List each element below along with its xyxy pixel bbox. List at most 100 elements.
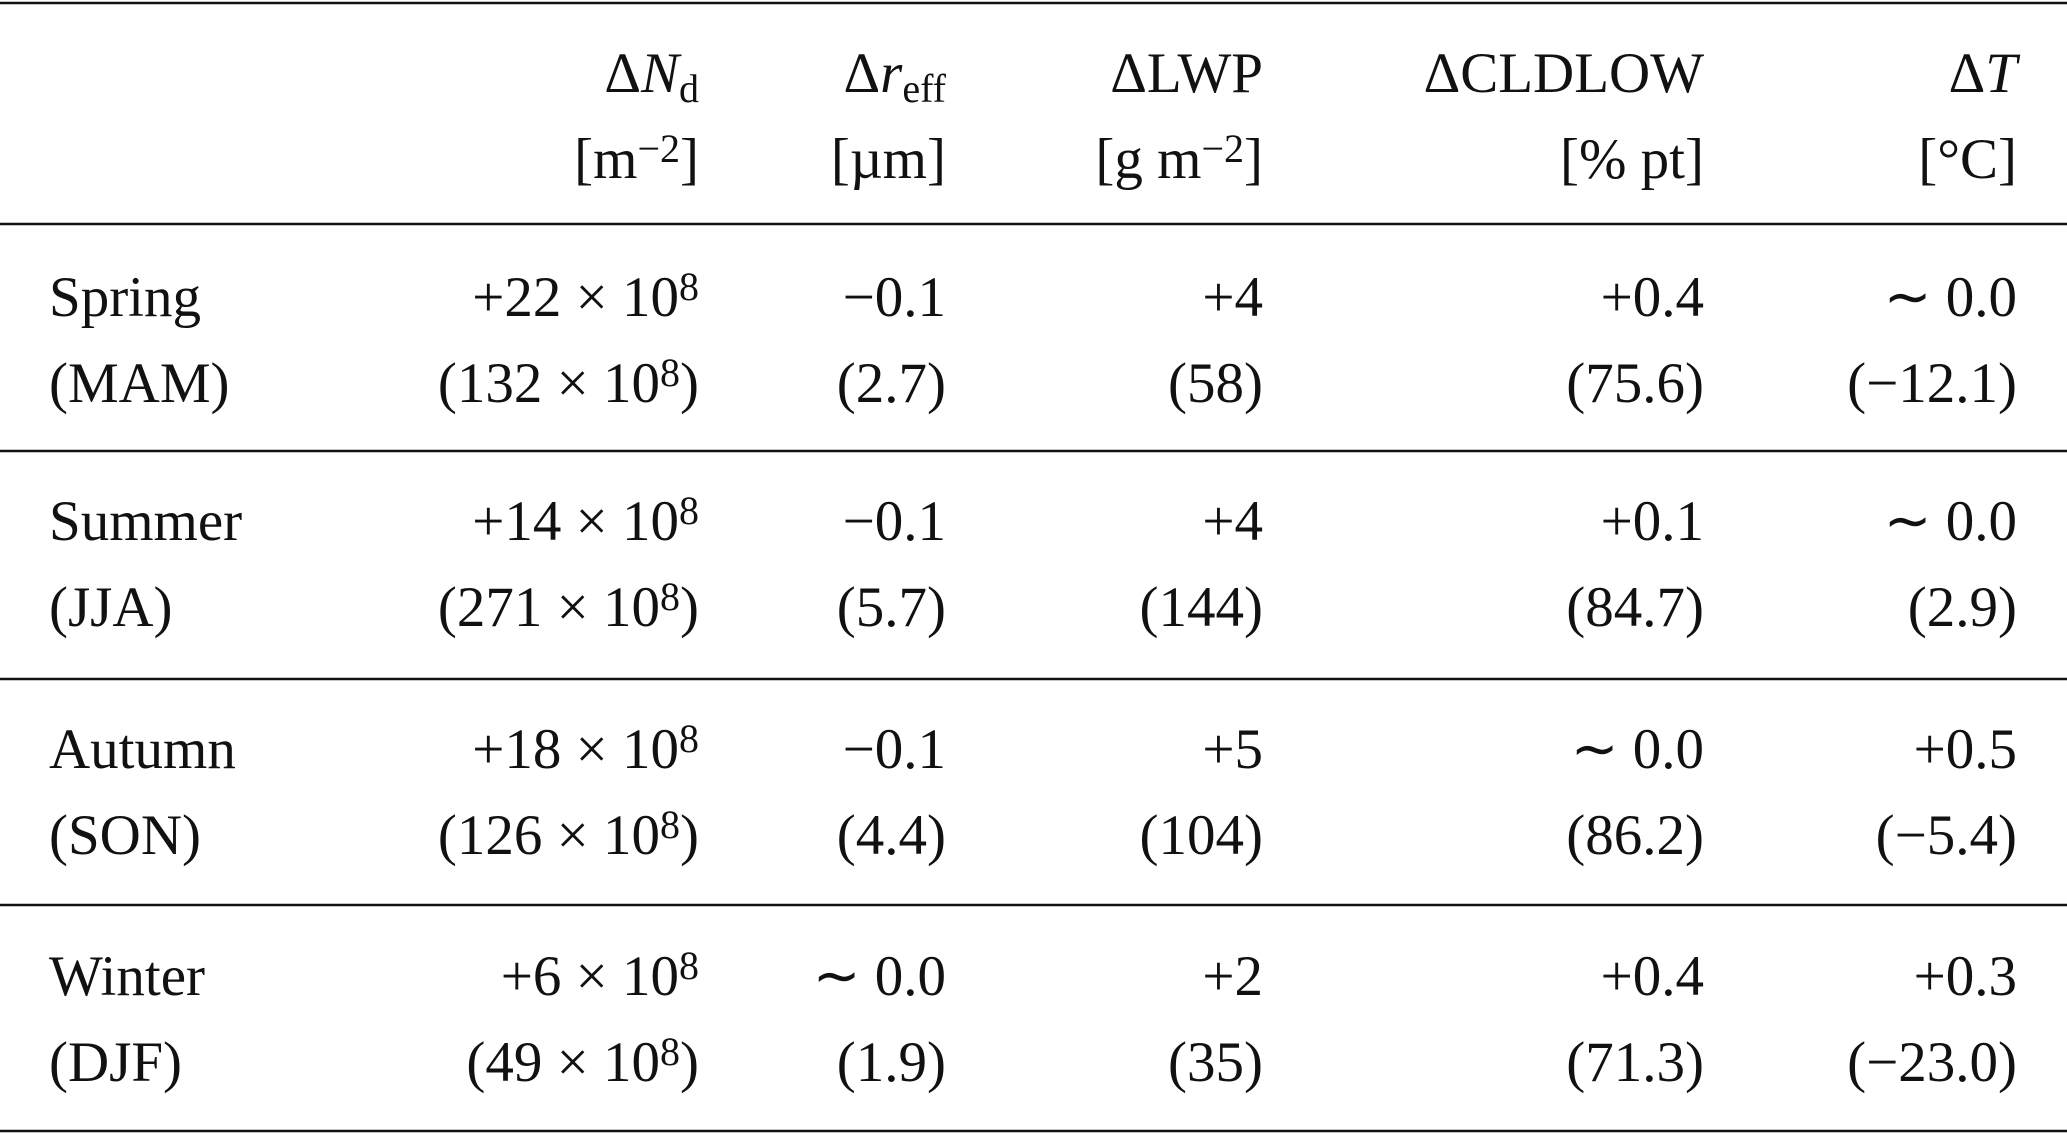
cell: (144) [1140, 576, 1263, 639]
cell: (86.2) [1566, 804, 1704, 867]
row-label: Spring [49, 266, 201, 329]
cell: (84.7) [1566, 576, 1704, 639]
text-part: (84.7) [1566, 576, 1704, 639]
column-header: [g m−2] [1095, 126, 1263, 191]
text-part: +0.1 [1601, 490, 1704, 553]
cell: +4 [1202, 490, 1263, 553]
cell: (104) [1140, 804, 1263, 867]
row-label: (JJA) [49, 576, 173, 639]
cell: (35) [1168, 1031, 1263, 1094]
column-header: ΔLWP [1110, 42, 1263, 105]
text-part: (271 × 10 [438, 576, 660, 639]
text-part: (35) [1168, 1031, 1263, 1094]
text-part: (71.3) [1566, 1031, 1704, 1094]
column-header: ΔCLDLOW [1424, 42, 1705, 105]
cell: +18 × 108 [472, 716, 699, 781]
cell: (132 × 108) [438, 350, 699, 415]
text-part: 8 [679, 943, 699, 988]
text-part: (49 × 10 [466, 1031, 660, 1094]
cell: (−5.4) [1876, 804, 2017, 867]
cell: −0.1 [843, 266, 946, 329]
text-part: −0.1 [843, 718, 946, 781]
text-part: 8 [660, 802, 680, 847]
text-part: (−23.0) [1847, 1031, 2017, 1094]
column-header: Δreff [843, 42, 946, 111]
text-part: r [880, 42, 903, 105]
text-part: (144) [1140, 576, 1263, 639]
text-part: 8 [660, 350, 680, 395]
cell: ∼ 0.0 [1571, 718, 1704, 781]
cell: +5 [1202, 718, 1263, 781]
column-header: [% pt] [1560, 128, 1704, 191]
cell: (−23.0) [1847, 1031, 2017, 1094]
text-part: (4.4) [837, 804, 946, 867]
cell: (−12.1) [1847, 352, 2017, 415]
text-part: +6 × 10 [501, 945, 679, 1008]
cell: ∼ 0.0 [813, 945, 946, 1008]
text-part: −2 [637, 126, 680, 171]
column-header: [°C] [1918, 128, 2017, 191]
text-part: +0.5 [1914, 718, 2017, 781]
column-header: [m−2] [574, 126, 699, 191]
text-part: (132 × 10 [438, 352, 660, 415]
cell: +0.3 [1914, 945, 2017, 1008]
text-part: [°C] [1918, 128, 2017, 191]
text-part: ) [680, 352, 699, 415]
text-part: (2.9) [1908, 576, 2017, 639]
row-label: Summer [49, 490, 242, 553]
cell: ∼ 0.0 [1884, 490, 2017, 553]
row-label: (DJF) [49, 1031, 182, 1094]
text-part: +5 [1202, 718, 1263, 781]
text-part: +0.4 [1601, 945, 1704, 1008]
text-part: (126 × 10 [438, 804, 660, 867]
text-part: d [679, 66, 699, 111]
text-part: (5.7) [837, 576, 946, 639]
row-label: Winter [49, 945, 205, 1008]
cell: (49 × 108) [466, 1029, 699, 1094]
cell: (71.3) [1566, 1031, 1704, 1094]
text-part: (−5.4) [1876, 804, 2017, 867]
row-label: Autumn [49, 718, 236, 781]
cell: (4.4) [837, 804, 946, 867]
text-part: N [640, 42, 682, 105]
cell: +0.1 [1601, 490, 1704, 553]
text-part: (86.2) [1566, 804, 1704, 867]
text-part: (−12.1) [1847, 352, 2017, 415]
cell: (271 × 108) [438, 574, 699, 639]
text-part: 8 [660, 1029, 680, 1074]
text-part: eff [902, 66, 946, 111]
cell: ∼ 0.0 [1884, 266, 2017, 329]
text-part: [µm] [831, 128, 946, 191]
text-part: ) [680, 804, 699, 867]
text-part: [m [574, 128, 637, 191]
text-part: ∼ 0.0 [1571, 718, 1704, 781]
text-part: +0.4 [1601, 266, 1704, 329]
text-part: +18 × 10 [472, 718, 679, 781]
text-part: +14 × 10 [472, 490, 679, 553]
text-part: (2.7) [837, 352, 946, 415]
text-part: Δ [843, 42, 880, 105]
text-part: −0.1 [843, 490, 946, 553]
cell: −0.1 [843, 718, 946, 781]
text-part: +4 [1202, 490, 1263, 553]
text-part: −2 [1201, 126, 1244, 171]
cell: +0.4 [1601, 266, 1704, 329]
text-part: ] [680, 128, 699, 191]
text-part: −0.1 [843, 266, 946, 329]
column-header: ΔNd [604, 42, 699, 111]
cell: (75.6) [1566, 352, 1704, 415]
text-part: +22 × 10 [472, 266, 679, 329]
cell: −0.1 [843, 490, 946, 553]
text-part: T [1985, 42, 2021, 105]
cell: (2.9) [1908, 576, 2017, 639]
text-part: [g m [1095, 128, 1201, 191]
text-part: ΔCLDLOW [1424, 42, 1705, 105]
text-part: 8 [679, 716, 699, 761]
cell: (1.9) [837, 1031, 946, 1094]
text-part: +2 [1202, 945, 1263, 1008]
text-part: (1.9) [837, 1031, 946, 1094]
text-part: ∼ 0.0 [1884, 266, 2017, 329]
cell: +22 × 108 [472, 264, 699, 329]
